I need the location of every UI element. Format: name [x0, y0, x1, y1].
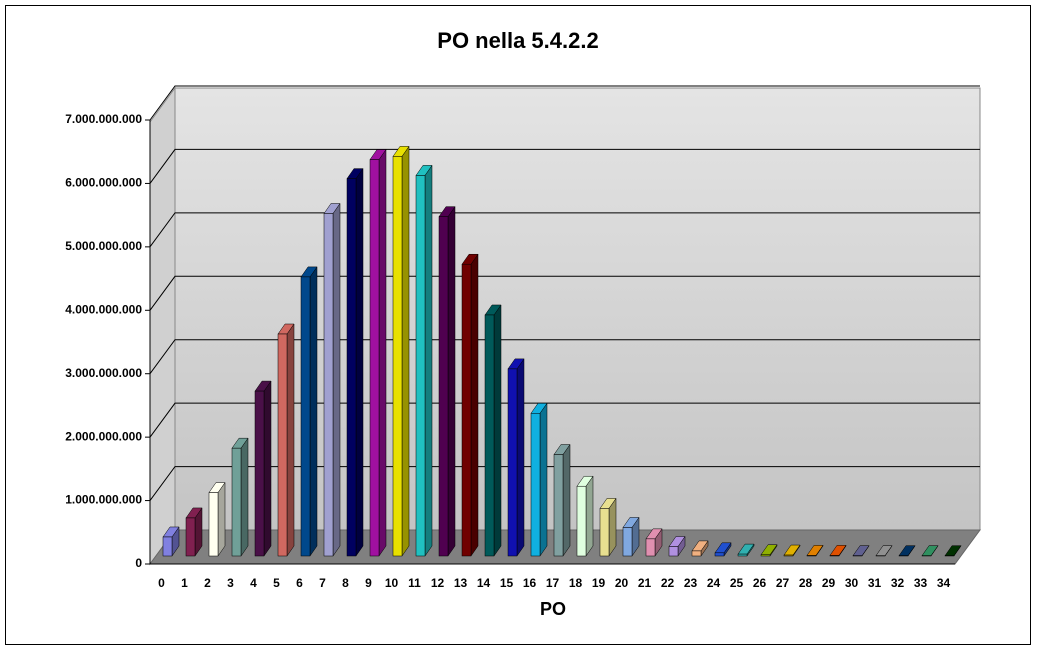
x-tick-label: 16 [523, 576, 537, 590]
bar [301, 277, 310, 556]
bar [738, 554, 747, 556]
bar [255, 391, 264, 556]
bar-side-shade [586, 476, 593, 556]
x-tick-label: 28 [799, 576, 813, 590]
bar [324, 213, 333, 556]
bar-side-shade [494, 305, 501, 556]
bar [347, 179, 356, 556]
x-tick-label: 25 [730, 576, 744, 590]
bar [370, 160, 379, 556]
x-tick-label: 12 [431, 576, 445, 590]
chart-title: PO nella 5.4.2.2 [437, 28, 598, 53]
bar [600, 508, 609, 556]
bar [508, 369, 517, 556]
y-tick-label: 3.000.000.000 [65, 366, 142, 380]
bar [393, 156, 402, 556]
x-tick-label: 33 [914, 576, 928, 590]
y-tick-label: 7.000.000.000 [65, 112, 142, 126]
bar [163, 537, 172, 556]
x-tick-label: 29 [822, 576, 836, 590]
back-wall [175, 88, 980, 530]
x-tick-label: 13 [454, 576, 468, 590]
bar-side-shade [379, 150, 386, 556]
bar [416, 175, 425, 556]
bar-side-shade [540, 403, 547, 556]
x-tick-label: 18 [569, 576, 583, 590]
bar [554, 455, 563, 556]
bar-side-shade [356, 169, 363, 556]
bar [485, 315, 494, 556]
x-tick-label: 5 [273, 576, 280, 590]
x-tick-label: 20 [615, 576, 629, 590]
bar [186, 518, 195, 556]
bar [692, 551, 701, 556]
bar-side-shade [448, 207, 455, 556]
x-tick-label: 19 [592, 576, 606, 590]
bar-side-shade [310, 267, 317, 556]
x-tick-label: 23 [684, 576, 698, 590]
x-tick-label: 8 [342, 576, 349, 590]
bar-side-shade [517, 359, 524, 556]
x-tick-label: 15 [500, 576, 514, 590]
bar-side-shade [333, 203, 340, 556]
x-axis-title: PO [540, 599, 566, 619]
bar [807, 555, 816, 556]
y-tick-label: 4.000.000.000 [65, 302, 142, 316]
bar-side-shade [471, 254, 478, 556]
x-tick-label: 21 [638, 576, 652, 590]
x-tick-label: 17 [546, 576, 560, 590]
bar-side-shade [264, 381, 271, 556]
bar-side-shade [241, 438, 248, 556]
x-tick-label: 7 [319, 576, 326, 590]
bar-side-shade [287, 324, 294, 556]
bar [209, 493, 218, 556]
bar [761, 555, 770, 556]
bar [669, 546, 678, 556]
x-tick-label: 14 [477, 576, 491, 590]
x-tick-label: 31 [868, 576, 882, 590]
x-tick-label: 2 [204, 576, 211, 590]
x-tick-label: 34 [937, 576, 951, 590]
x-tick-label: 3 [227, 576, 234, 590]
bar [439, 217, 448, 556]
x-tick-label: 10 [385, 576, 399, 590]
x-tick-label: 9 [365, 576, 372, 590]
bar [830, 555, 839, 556]
x-tick-label: 4 [250, 576, 257, 590]
bar [278, 334, 287, 556]
bar [232, 448, 241, 556]
bar [646, 539, 655, 556]
bar [462, 264, 471, 556]
x-tick-label: 26 [753, 576, 767, 590]
x-tick-label: 22 [661, 576, 675, 590]
y-tick-label: 2.000.000.000 [65, 429, 142, 443]
y-tick-label: 0 [135, 556, 142, 570]
bar-side-shade [402, 146, 409, 556]
bar-side-shade [563, 445, 570, 556]
x-tick-label: 27 [776, 576, 790, 590]
x-tick-label: 11 [408, 576, 421, 590]
bar [531, 413, 540, 556]
side-wall [150, 88, 175, 564]
bar [784, 555, 793, 556]
bar-side-shade [218, 483, 225, 556]
bar [623, 527, 632, 556]
x-tick-label: 30 [845, 576, 859, 590]
x-tick-label: 24 [707, 576, 721, 590]
bar [577, 486, 586, 556]
y-tick-label: 5.000.000.000 [65, 239, 142, 253]
x-tick-label: 0 [158, 576, 165, 590]
x-tick-label: 6 [296, 576, 303, 590]
y-tick-label: 6.000.000.000 [65, 176, 142, 190]
x-tick-label: 1 [181, 576, 188, 590]
x-tick-label: 32 [891, 576, 905, 590]
y-tick-label: 1.000.000.000 [65, 493, 142, 507]
bar [715, 553, 724, 556]
bar-side-shade [425, 165, 432, 556]
